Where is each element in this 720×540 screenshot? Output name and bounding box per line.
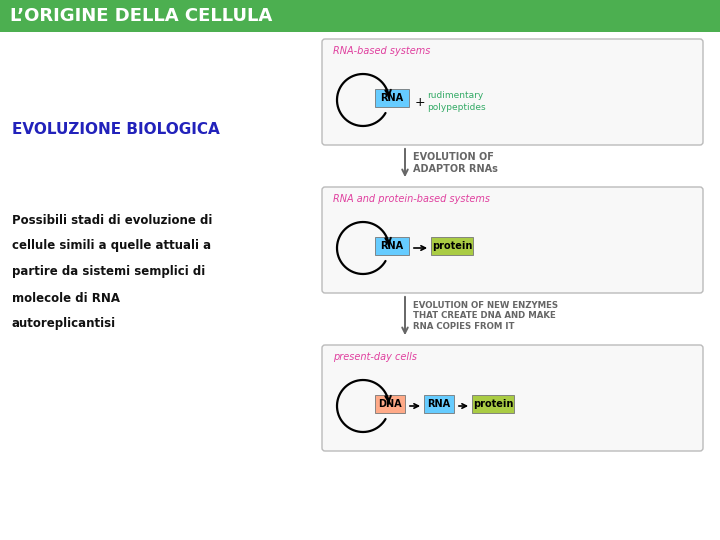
Text: RNA: RNA bbox=[380, 241, 404, 251]
Text: +: + bbox=[415, 96, 426, 109]
FancyBboxPatch shape bbox=[322, 345, 703, 451]
FancyBboxPatch shape bbox=[431, 237, 473, 255]
Text: molecole di RNA: molecole di RNA bbox=[12, 292, 120, 305]
Text: EVOLUZIONE BIOLOGICA: EVOLUZIONE BIOLOGICA bbox=[12, 123, 220, 138]
Text: EVOLUTION OF NEW ENZYMES
THAT CREATE DNA AND MAKE
RNA COPIES FROM IT: EVOLUTION OF NEW ENZYMES THAT CREATE DNA… bbox=[413, 301, 558, 331]
Text: partire da sistemi semplici di: partire da sistemi semplici di bbox=[12, 266, 205, 279]
FancyBboxPatch shape bbox=[472, 395, 514, 413]
Text: present-day cells: present-day cells bbox=[333, 352, 417, 362]
FancyBboxPatch shape bbox=[0, 0, 720, 32]
FancyBboxPatch shape bbox=[375, 89, 409, 107]
Text: rudimentary: rudimentary bbox=[427, 91, 483, 99]
FancyBboxPatch shape bbox=[375, 395, 405, 413]
Text: RNA-based systems: RNA-based systems bbox=[333, 46, 431, 56]
Text: DNA: DNA bbox=[378, 399, 402, 409]
Text: polypeptides: polypeptides bbox=[427, 103, 485, 111]
Text: EVOLUTION OF
ADAPTOR RNAs: EVOLUTION OF ADAPTOR RNAs bbox=[413, 152, 498, 174]
FancyBboxPatch shape bbox=[322, 39, 703, 145]
Text: protein: protein bbox=[473, 399, 513, 409]
Text: protein: protein bbox=[432, 241, 472, 251]
Text: Possibili stadi di evoluzione di: Possibili stadi di evoluzione di bbox=[12, 213, 212, 226]
Text: autoreplicantisi: autoreplicantisi bbox=[12, 318, 116, 330]
FancyBboxPatch shape bbox=[424, 395, 454, 413]
Text: cellule simili a quelle attuali a: cellule simili a quelle attuali a bbox=[12, 240, 211, 253]
Text: L’ORIGINE DELLA CELLULA: L’ORIGINE DELLA CELLULA bbox=[10, 7, 272, 25]
Text: RNA: RNA bbox=[380, 93, 404, 103]
Text: RNA: RNA bbox=[428, 399, 451, 409]
Text: RNA and protein-based systems: RNA and protein-based systems bbox=[333, 194, 490, 204]
FancyBboxPatch shape bbox=[375, 237, 409, 255]
FancyBboxPatch shape bbox=[322, 187, 703, 293]
